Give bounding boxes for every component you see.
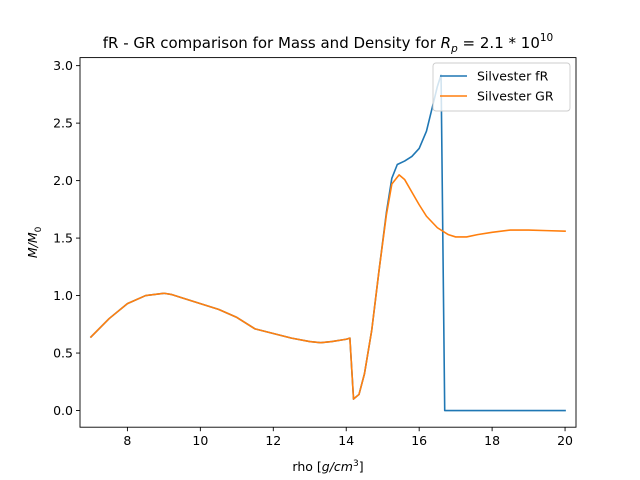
chart-title: fR - GR comparison for Mass and Density … [103,32,554,55]
y-tick-label: 2.5 [53,116,73,131]
x-axis-label-unit-exp: 3 [353,459,359,469]
x-tick-label: 12 [265,433,281,448]
y-tick-label: 0.0 [53,403,73,418]
chart-title-math-mid: = 2.1 * 10 [458,34,540,52]
y-tick-label: 1.0 [53,288,73,303]
y-axis-label: M/M0 [25,226,44,258]
x-tick-label: 8 [123,433,131,448]
x-tick-label: 14 [338,433,354,448]
axes-frame [79,57,577,428]
chart-title-math-r: R [441,34,451,52]
x-tick-label: 16 [411,433,427,448]
legend-label: Silvester GR [477,89,554,104]
x-tick-label: 20 [557,433,573,448]
x-axis-label-slash: / [329,459,336,474]
x-axis-label-text: rho [ [292,459,321,474]
legend-box [432,62,571,112]
y-axis-ticks: 0.0 0.5 1.0 1.5 2.0 2.5 3.0 [53,58,80,418]
chart-title-math-sup: 10 [540,32,553,44]
y-axis-label-slash: / [25,241,40,248]
y-tick-label: 3.0 [53,58,73,73]
x-axis-label-close: ] [359,459,364,474]
y-axis-label-m0: M [25,232,40,243]
x-tick-label: 10 [192,433,208,448]
x-tick-label: 18 [484,433,500,448]
x-axis-label: rho [g/cm3] [292,459,363,474]
y-axis-label-sub: 0 [34,226,44,232]
x-axis-ticks: 8 10 12 14 16 18 20 [123,427,573,448]
y-tick-label: 0.5 [53,346,73,361]
chart-title-math-sub: p [450,43,458,55]
series-line-silvester-gr [89,174,566,400]
y-axis-label-m: M [25,247,40,258]
x-axis-label-unit-g: g [322,459,330,474]
y-tick-label: 2.0 [53,173,73,188]
x-axis-label-unit-cm: cm [334,459,353,474]
y-tick-label: 1.5 [53,231,73,246]
legend: Silvester fR Silvester GR [432,62,571,112]
legend-items: Silvester fR Silvester GR [440,69,554,104]
chart-title-prefix: fR - GR comparison for Mass and Density … [103,34,441,52]
legend-label: Silvester fR [477,69,549,84]
